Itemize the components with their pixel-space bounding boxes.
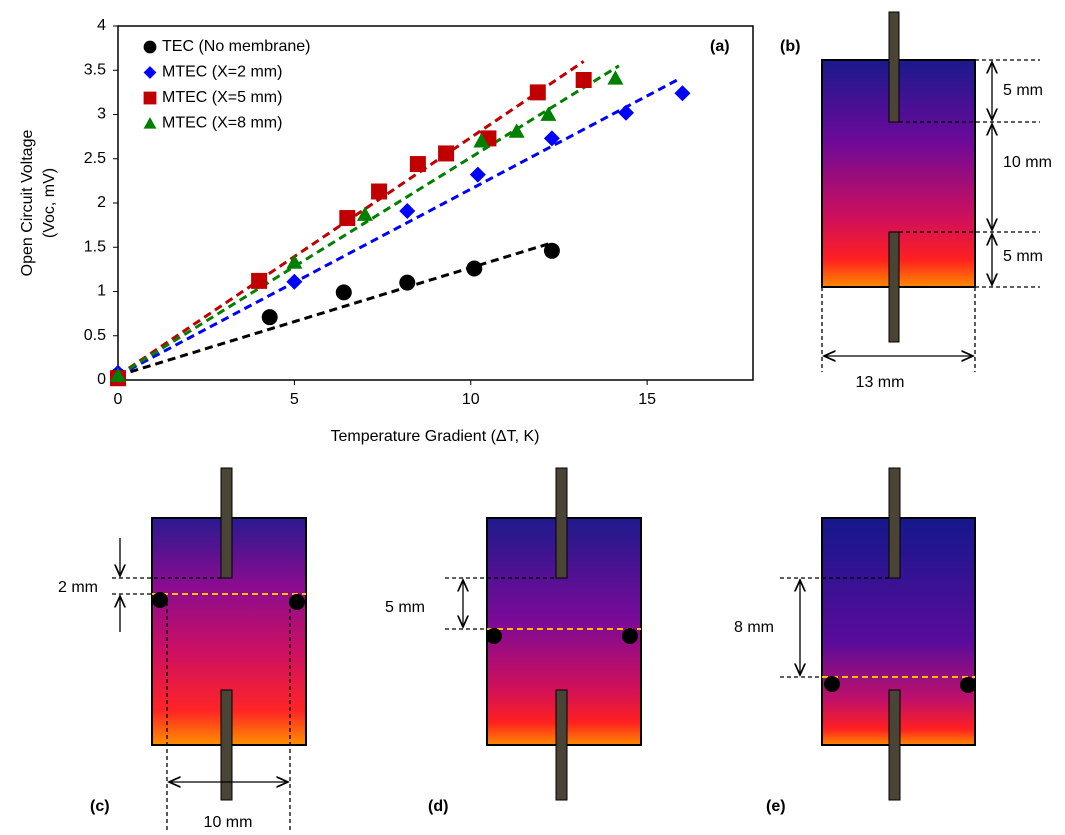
electrode [220, 689, 233, 801]
y-axis-label: Open Circuit Voltage [19, 130, 36, 277]
electrode [888, 689, 901, 801]
point [438, 145, 455, 162]
legend-marker [143, 91, 157, 105]
y-tick-label: 3 [97, 106, 106, 123]
dimension-label: 10 mm [204, 814, 253, 830]
point [575, 71, 592, 88]
point [339, 210, 356, 227]
legend-marker [143, 40, 157, 54]
point [607, 70, 624, 85]
y-axis-label: (Voc, mV) [41, 168, 58, 238]
seal [486, 628, 502, 644]
dimension-label: 5 mm [1003, 82, 1043, 99]
point [473, 133, 490, 148]
seal [152, 592, 168, 608]
panel-label: (e) [766, 798, 786, 815]
point [618, 104, 634, 121]
seal [960, 677, 976, 693]
point [371, 183, 388, 200]
electrode [555, 689, 568, 801]
diagrams: (b) 5 mm 10 mm 5 mm 13 mm 2 mm 10 mm (c)… [58, 11, 1052, 831]
point [543, 130, 560, 147]
electrode [555, 467, 568, 579]
panel-label: (a) [710, 38, 730, 55]
chart-a: (a) Temperature Gradient (ΔT, K) Open Ci… [19, 17, 754, 445]
x-tick-label: 5 [290, 391, 299, 408]
dimension-label: 5 mm [1003, 248, 1043, 265]
point [469, 166, 486, 183]
y-tick-label: 2.5 [84, 150, 106, 167]
point [674, 85, 691, 102]
point [261, 309, 278, 326]
seal [622, 628, 638, 644]
x-axis-label: Temperature Gradient (ΔT, K) [331, 428, 540, 445]
legend-marker [143, 66, 157, 79]
point [543, 242, 560, 259]
point [251, 272, 268, 289]
point [286, 254, 303, 269]
seal [824, 676, 840, 692]
point [409, 156, 426, 173]
x-tick-label: 0 [114, 391, 123, 408]
electrode [888, 467, 901, 579]
legend-label: TEC (No membrane) [162, 38, 310, 55]
point [540, 106, 557, 121]
point [466, 260, 483, 277]
point [399, 274, 416, 291]
y-tick-label: 1 [97, 283, 106, 300]
point [110, 367, 126, 382]
y-tick-label: 0 [97, 371, 106, 388]
electrode [220, 467, 233, 579]
x-tick-label: 10 [462, 391, 480, 408]
point [508, 123, 525, 138]
point [529, 84, 546, 101]
dimension-label: 2 mm [58, 579, 98, 596]
trend-line [117, 77, 680, 377]
legend-label: MTEC (X=8 mm) [162, 115, 282, 132]
dimension-label: 13 mm [856, 374, 905, 391]
point [356, 206, 373, 221]
y-tick-label: 4 [97, 17, 106, 34]
x-tick-label: 15 [638, 391, 656, 408]
legend-marker [143, 117, 157, 129]
y-tick-label: 1.5 [84, 238, 106, 255]
point [335, 284, 352, 301]
panel-label: (d) [428, 798, 448, 815]
y-tick-label: 2 [97, 194, 106, 211]
y-tick-label: 3.5 [84, 61, 106, 78]
dimension-label: 8 mm [734, 619, 774, 636]
trend-line [117, 241, 553, 378]
panel-label: (b) [780, 38, 800, 55]
y-tick-label: 0.5 [84, 327, 106, 344]
electrode [888, 231, 900, 343]
seal [289, 594, 305, 610]
legend-label: MTEC (X=5 mm) [162, 89, 282, 106]
point [399, 202, 416, 219]
trend-line [117, 64, 620, 377]
electrode [888, 11, 900, 123]
panel-label: (c) [90, 798, 110, 815]
legend-label: MTEC (X=2 mm) [162, 64, 282, 81]
dimension-label: 5 mm [385, 599, 425, 616]
point [286, 273, 303, 290]
dimension-label: 10 mm [1003, 154, 1052, 171]
